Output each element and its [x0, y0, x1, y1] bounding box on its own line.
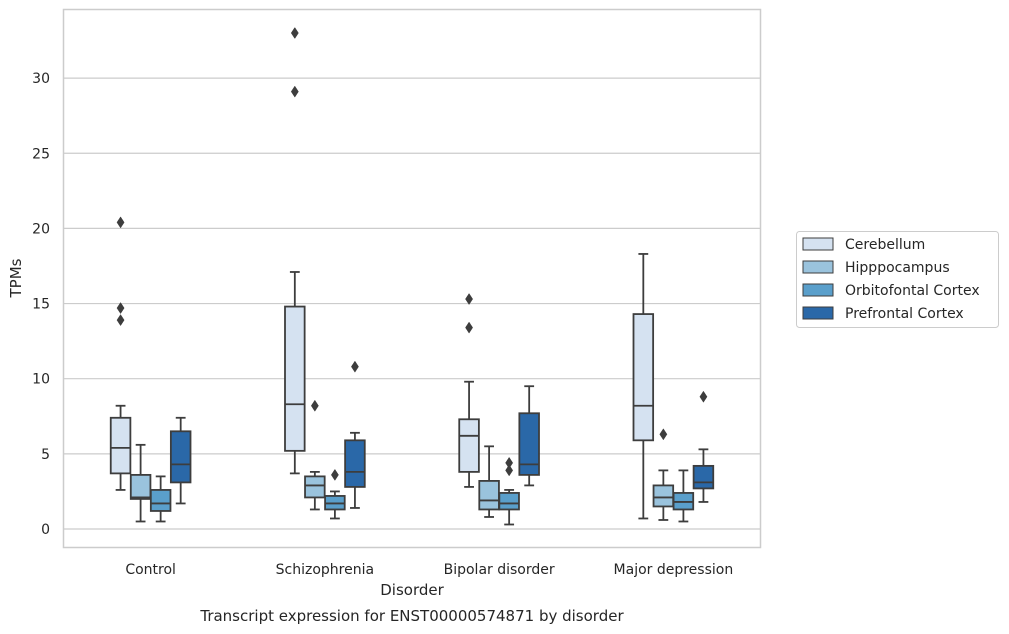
x-tick-label-0: Control — [125, 562, 176, 578]
plot-frame — [62, 8, 762, 549]
box-2-3 — [518, 385, 540, 487]
box-3-0 — [632, 253, 655, 520]
y-tick-label-10: 10 — [32, 372, 50, 388]
box-body — [304, 475, 326, 499]
box-0-3 — [169, 416, 192, 505]
legend-swatch — [802, 237, 834, 251]
legend-item-2: Orbitofontal Cortex — [802, 283, 980, 299]
legend-item-1: Hipppocampus — [802, 260, 950, 276]
box-2-0 — [458, 293, 480, 488]
y-tick-labels: 0 5 10 15 20 25 30 — [32, 71, 50, 538]
legend-label: Hipppocampus — [845, 260, 950, 276]
box-body — [129, 473, 152, 500]
outlier-point-1 — [465, 321, 473, 334]
box-body — [518, 412, 540, 476]
outlier-point-1 — [290, 85, 299, 98]
outlier-point-0 — [310, 399, 319, 412]
grid-lines — [63, 77, 761, 530]
box-1-2 — [324, 468, 346, 520]
box-3-1 — [652, 428, 675, 521]
y-tick-label-0: 0 — [41, 522, 50, 538]
box-body — [692, 464, 715, 490]
box-0-1 — [129, 443, 152, 523]
outlier-point-0 — [659, 428, 668, 441]
box-1-3 — [344, 360, 366, 509]
box-body — [149, 489, 172, 512]
x-tick-label-2: Bipolar disorder — [444, 562, 555, 578]
box-1-1 — [304, 399, 326, 511]
legend-swatch — [802, 283, 834, 297]
y-axis-label: TPMs — [7, 258, 25, 298]
box-1-0 — [284, 27, 306, 475]
outlier-point-2 — [116, 314, 125, 327]
outlier-point-0 — [290, 27, 299, 39]
outlier-point-1 — [505, 464, 514, 477]
box-series — [109, 27, 715, 526]
legend-label: Prefrontal Cortex — [845, 306, 964, 322]
box-body — [478, 480, 500, 511]
box-0-2 — [149, 475, 172, 523]
legend-swatch — [802, 306, 834, 320]
chart-caption: Transcript expression for ENST0000057487… — [199, 607, 624, 625]
x-tick-label-3: Major depression — [614, 562, 734, 578]
y-tick-label-20: 20 — [32, 221, 50, 237]
outlier-point-0 — [330, 468, 339, 481]
box-body — [344, 439, 366, 488]
box-body — [458, 418, 480, 473]
x-tick-labels: Control Schizophrenia Bipolar disorder Majo… — [125, 562, 733, 578]
legend-item-3: Prefrontal Cortex — [802, 306, 964, 322]
legend-label: Cerebellum — [845, 237, 925, 253]
y-tick-label-5: 5 — [41, 447, 50, 463]
box-body — [498, 492, 520, 511]
legend-frame — [796, 231, 999, 328]
y-tick-label-25: 25 — [32, 146, 50, 162]
legend-label: Orbitofontal Cortex — [845, 283, 980, 299]
box-2-1 — [478, 445, 500, 518]
box-body — [109, 416, 132, 475]
y-tick-label-15: 15 — [32, 297, 50, 313]
box-body — [169, 430, 192, 484]
x-axis-label: Disorder — [380, 581, 444, 599]
x-tick-label-1: Schizophrenia — [276, 562, 374, 578]
legend-item-0: Cerebellum — [802, 237, 925, 253]
outlier-point-0 — [351, 360, 359, 373]
outlier-point-1 — [116, 302, 125, 315]
box-3-2 — [672, 469, 695, 523]
outlier-point-0 — [116, 216, 125, 229]
outlier-point-0 — [465, 293, 473, 305]
legend-swatch — [802, 260, 834, 274]
outlier-point-0 — [699, 390, 708, 403]
box-body — [632, 313, 655, 442]
box-3-3 — [692, 390, 715, 503]
box-2-2 — [498, 456, 520, 526]
y-tick-label-30: 30 — [32, 71, 50, 87]
legend: Cerebellum Hipppocampus Orbitofontal Corte… — [796, 231, 999, 328]
box-0-0 — [109, 216, 132, 491]
box-body — [652, 484, 675, 508]
box-body — [284, 305, 306, 452]
